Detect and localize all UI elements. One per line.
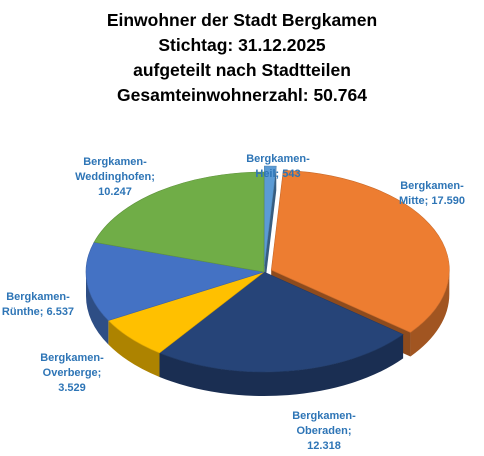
data-label-line: Mitte; 17.590 [399, 195, 465, 207]
pie-slice-side-bergkamen-oberaden [159, 334, 404, 397]
data-label-line: Overberge; [43, 367, 102, 379]
pie-top-faces [85, 165, 450, 373]
pie-slice-bergkamen-r-nthe [85, 241, 265, 321]
data-label-line: Bergkamen- [83, 156, 147, 168]
data-label-bergkamen-weddinghofen: Bergkamen- Weddinghofen; 10.247 [75, 156, 155, 198]
pie-slice-side-bergkamen-mitte [410, 270, 450, 357]
pie-slice-side-bergkamen-r-nthe [86, 272, 109, 345]
chart-title-line: Einwohner der Stadt Bergkamen [106, 10, 378, 30]
chart-title: Einwohner der Stadt Bergkamen Stichtag: … [0, 8, 484, 108]
chart-title-line: Gesamteinwohnerzahl: 50.764 [117, 85, 367, 105]
pie-slice-bergkamen-heil [264, 165, 277, 267]
data-label-line: Weddinghofen; [75, 171, 155, 183]
pie-slice-side-bergkamen-overberge [108, 320, 160, 377]
data-label-line: Bergkamen- [400, 180, 464, 192]
data-label-line: 10.247 [98, 186, 132, 198]
data-label-line: Heil; 543 [255, 168, 300, 180]
chart-title-line: Stichtag: 31.12.2025 [158, 35, 326, 55]
chart-title-line: aufgeteilt nach Stadtteilen [133, 60, 351, 80]
data-label-line: Rünthe; 6.537 [2, 306, 74, 318]
data-label-line: Oberaden; [296, 425, 351, 437]
data-label-line: Bergkamen- [246, 153, 310, 165]
data-label-line: Bergkamen- [292, 410, 356, 422]
data-labels: Bergkamen- Heil; 543 Bergkamen- Mitte; 17.5… [2, 153, 465, 452]
data-label-bergkamen-mitte: Bergkamen- Mitte; 17.590 [399, 180, 465, 207]
data-label-line: 12.318 [307, 440, 341, 452]
pie-slice-cut-face [264, 166, 277, 291]
data-label-line: 3.529 [58, 382, 86, 394]
data-label-bergkamen-overberge: Bergkamen- Overberge; 3.529 [40, 352, 104, 394]
pie-slice-bergkamen-weddinghofen [93, 171, 265, 273]
data-label-bergkamen-heil: Bergkamen- Heil; 543 [246, 153, 310, 180]
data-label-bergkamen-oberaden: Bergkamen- Oberaden; 12.318 [292, 410, 356, 452]
data-label-bergkamen-r-nthe: Bergkamen- Rünthe; 6.537 [2, 291, 74, 318]
data-label-line: Bergkamen- [6, 291, 70, 303]
data-label-line: Bergkamen- [40, 352, 104, 364]
pie-slice-bergkamen-oberaden [158, 271, 404, 373]
pie-slice-bergkamen-mitte [270, 169, 450, 333]
